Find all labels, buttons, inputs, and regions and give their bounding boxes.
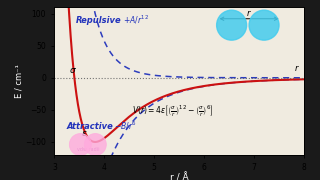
Text: $\epsilon$: $\epsilon$ <box>81 129 87 138</box>
Text: $\sigma$: $\sigma$ <box>69 66 77 75</box>
Text: Repulsive: Repulsive <box>76 16 121 25</box>
Ellipse shape <box>217 10 247 40</box>
Ellipse shape <box>249 10 279 40</box>
Text: Attractive: Attractive <box>67 122 114 131</box>
Text: vdw radii: vdw radii <box>76 147 99 152</box>
Text: $-B/r^6$: $-B/r^6$ <box>114 119 137 132</box>
Ellipse shape <box>69 134 91 156</box>
Text: $+A/r^{12}$: $+A/r^{12}$ <box>123 13 149 26</box>
X-axis label: r / Å: r / Å <box>170 174 188 180</box>
Text: $V(r) = 4\epsilon\left[\left(\frac{\sigma}{r}\right)^{12}-\left(\frac{\sigma}{r}: $V(r) = 4\epsilon\left[\left(\frac{\sigm… <box>132 103 213 119</box>
Y-axis label: E / cm⁻¹: E / cm⁻¹ <box>15 64 24 98</box>
Text: $r$: $r$ <box>246 8 252 18</box>
Ellipse shape <box>84 134 106 156</box>
Text: $r$: $r$ <box>294 63 300 73</box>
